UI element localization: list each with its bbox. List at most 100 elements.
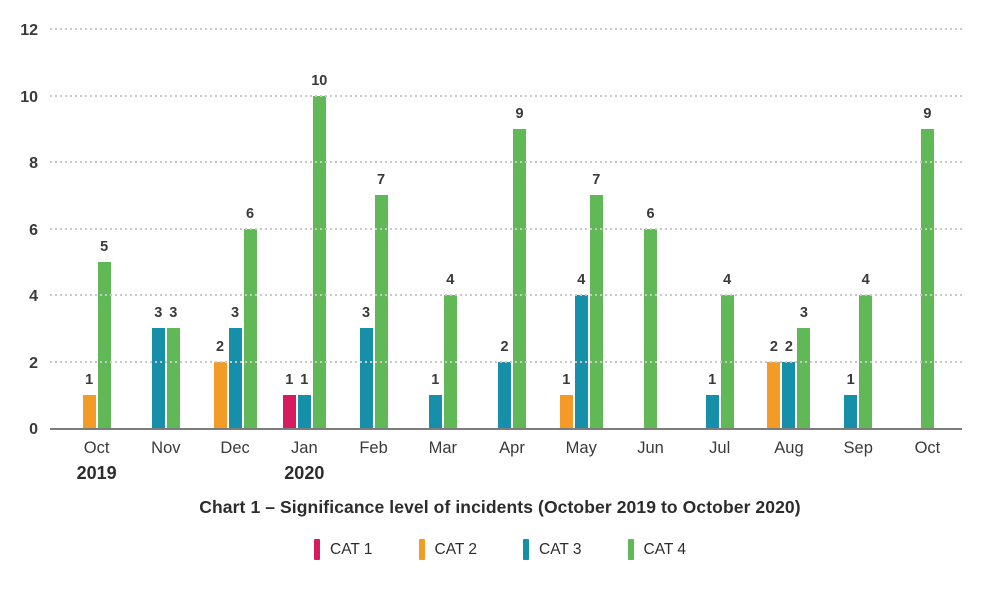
x-tick-dec-2: Dec xyxy=(200,439,269,485)
bar-cat3-apr-6: 2 xyxy=(498,339,512,428)
x-axis-labels: Oct 2019 Nov Dec Jan 2020 Feb Mar Apr May Jun Jul Au… xyxy=(50,439,962,485)
bar-cat3-aug-10: 2 xyxy=(782,339,796,428)
bar-value-label: 6 xyxy=(646,205,655,222)
bar-value-label: 4 xyxy=(577,272,586,288)
bar-value-label: 9 xyxy=(515,105,524,122)
legend-item-cat3: CAT 3 xyxy=(523,539,582,560)
year-label xyxy=(893,463,962,485)
bar-value-label: 7 xyxy=(377,172,386,189)
x-tick-oct-0: Oct 2019 xyxy=(62,439,131,485)
month-label: Sep xyxy=(843,439,873,457)
chart-title: Chart 1 – Significance level of incident… xyxy=(199,497,801,517)
bar-value-label: 4 xyxy=(861,272,870,288)
gridline-4 xyxy=(50,294,962,296)
bar-cat4-apr-6: 9 xyxy=(513,106,527,428)
year-label xyxy=(339,463,408,485)
year-label xyxy=(616,463,685,485)
legend-label: CAT 4 xyxy=(643,540,687,558)
bar-value-label: 4 xyxy=(723,272,732,288)
bar-value-label: 1 xyxy=(431,371,440,388)
x-tick-oct-12: Oct xyxy=(893,439,962,485)
gridline-8 xyxy=(50,161,962,163)
bar-cat4-nov-1: 3 xyxy=(166,305,180,428)
legend-marker-cat4 xyxy=(627,539,634,560)
bar-cat4-dec-2: 6 xyxy=(243,206,257,428)
month-label: Jun xyxy=(637,439,664,457)
bar-value-label: 2 xyxy=(216,338,225,355)
gridline-10 xyxy=(50,94,962,97)
legend-label: CAT 3 xyxy=(539,540,582,558)
legend-label: CAT 2 xyxy=(434,540,478,558)
y-tick-label-8: 8 xyxy=(29,155,38,172)
x-tick-apr-6: Apr xyxy=(477,439,546,485)
y-tick-label-6: 6 xyxy=(29,221,38,239)
bar-value-label: 6 xyxy=(246,205,255,222)
bar-cat3-nov-1: 3 xyxy=(151,305,165,428)
legend-marker-cat1 xyxy=(314,539,320,560)
bar-value-label: 2 xyxy=(769,338,778,355)
bar-value-label: 3 xyxy=(154,305,163,322)
bar-group-may-7: 1 4 7 xyxy=(547,31,616,428)
gridline-2 xyxy=(50,360,962,363)
bar-value-label: 1 xyxy=(300,371,309,388)
chart-area: 0 2 4 6 8 10 12 1 5 3 3 2 3 6 1 1 10 3 7 1 4 2 9 1 4 7 6 1 4 2 2 3 1 4 9 … xyxy=(0,22,1000,560)
legend: CAT 1 CAT 2 CAT 3 CAT 4 xyxy=(0,539,1000,560)
month-label: Nov xyxy=(151,439,181,457)
x-tick-may-7: May xyxy=(547,439,616,485)
y-tick-label-2: 2 xyxy=(29,354,38,372)
bar-cat4-jan-3: 10 xyxy=(311,73,327,428)
bar-cat4-jun-8: 6 xyxy=(643,206,657,428)
x-tick-mar-5: Mar xyxy=(408,439,477,485)
year-label xyxy=(754,463,823,485)
month-label: Aug xyxy=(774,439,804,457)
legend-label: CAT 1 xyxy=(330,540,373,558)
y-tick-label-0: 0 xyxy=(29,421,38,438)
bar-cat3-jul-9: 1 xyxy=(705,372,719,428)
bar-cat4-oct-0: 5 xyxy=(97,239,111,428)
x-tick-jun-8: Jun xyxy=(616,439,685,485)
year-label xyxy=(200,463,269,485)
bar-value-label: 9 xyxy=(923,105,932,122)
month-label: Dec xyxy=(220,439,250,457)
plot-area: 1 5 3 3 2 3 6 1 1 10 3 7 1 4 2 9 1 4 7 6 1 4 2 2 3 1 4 9 xyxy=(50,28,962,430)
bar-cat3-jan-3: 1 xyxy=(297,372,311,428)
bar-value-label: 4 xyxy=(446,272,455,288)
legend-item-cat2: CAT 2 xyxy=(418,539,478,560)
bar-cat2-aug-10: 2 xyxy=(767,339,781,428)
year-label xyxy=(685,463,754,485)
bar-cat4-may-7: 7 xyxy=(589,172,603,428)
month-label: Feb xyxy=(359,439,388,457)
bar-cat2-oct-0: 1 xyxy=(82,372,96,428)
bar-group-jun-8: 6 xyxy=(616,31,685,428)
legend-marker-cat2 xyxy=(418,539,425,560)
bar-group-oct-12: 9 xyxy=(893,31,962,428)
bar-cat3-dec-2: 3 xyxy=(228,305,242,428)
month-label: May xyxy=(565,439,597,457)
bar-cat4-oct-12: 9 xyxy=(920,106,934,428)
plot-row: 0 2 4 6 8 10 12 1 5 3 3 2 3 6 1 1 10 3 7 1 4 2 9 1 4 7 6 1 4 2 2 3 1 4 9 xyxy=(0,22,1000,438)
bar-value-label: 1 xyxy=(85,371,94,388)
year-label: 2019 xyxy=(76,463,117,483)
bar-value-label: 3 xyxy=(362,305,371,322)
legend-marker-cat3 xyxy=(523,539,529,560)
legend-item-cat1: CAT 1 xyxy=(314,539,373,560)
x-tick-aug-10: Aug xyxy=(754,439,823,485)
bar-cat3-feb-4: 3 xyxy=(359,305,373,428)
bar-value-label: 1 xyxy=(708,371,717,388)
x-tick-nov-1: Nov xyxy=(131,439,200,485)
bar-groups: 1 5 3 3 2 3 6 1 1 10 3 7 1 4 2 9 1 4 7 6 1 4 2 2 3 1 4 9 xyxy=(50,31,962,428)
month-label: Oct xyxy=(83,439,110,457)
year-label xyxy=(131,463,200,485)
bar-value-label: 3 xyxy=(231,305,240,322)
x-tick-jan-3: Jan 2020 xyxy=(270,439,339,485)
bar-group-jan-3: 1 1 10 xyxy=(270,31,339,428)
bar-cat4-aug-10: 3 xyxy=(797,305,811,428)
bar-value-label: 1 xyxy=(846,371,855,388)
y-tick-label-4: 4 xyxy=(29,288,38,305)
